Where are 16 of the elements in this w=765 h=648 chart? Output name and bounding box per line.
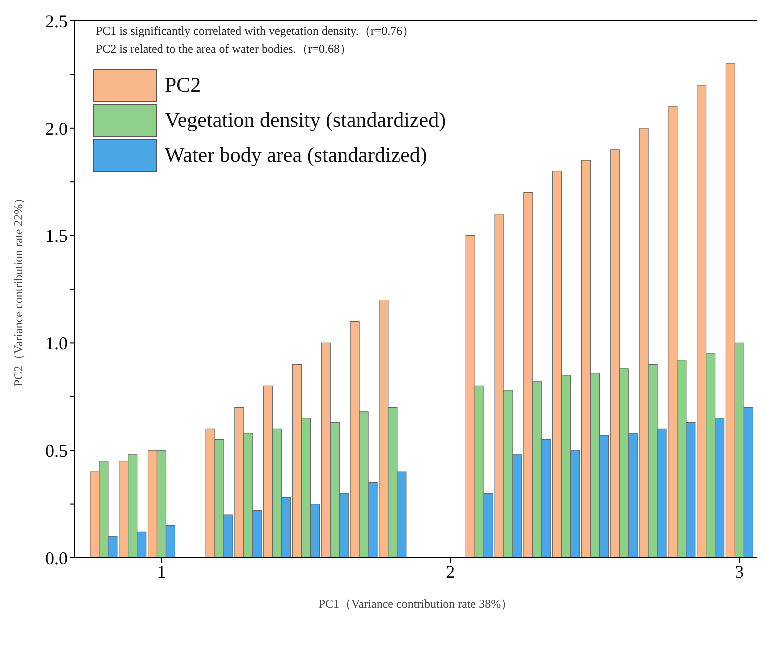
annotation: PC2 is related to the area of water bodies.（r=0.68） (96, 41, 354, 58)
legend-label: Vegetation density (standardized) (165, 108, 446, 133)
y-tick-label: 0.0 (46, 548, 68, 568)
legend-label: Water body area (standardized) (165, 143, 428, 168)
x-tick-label: 3 (735, 562, 744, 582)
legend-label: PC2 (165, 73, 202, 98)
y-tick-label: 1.0 (46, 334, 68, 354)
y-axis-title: PC2（Variance contribution rate 22%） (11, 192, 26, 387)
x-tick-label: 1 (157, 562, 166, 582)
y-tick-label: 2.5 (46, 11, 68, 32)
annotation: PC1 is significantly correlated with vegetation density.（r=0.76） (96, 23, 415, 40)
x-tick-label: 2 (446, 562, 456, 582)
x-axis-title: PC1（Variance contribution rate 38%） (318, 597, 514, 611)
y-tick-label: 0.5 (46, 440, 68, 461)
y-tick-label: 2.0 (46, 118, 68, 139)
y-tick-label: 1.5 (46, 226, 68, 246)
